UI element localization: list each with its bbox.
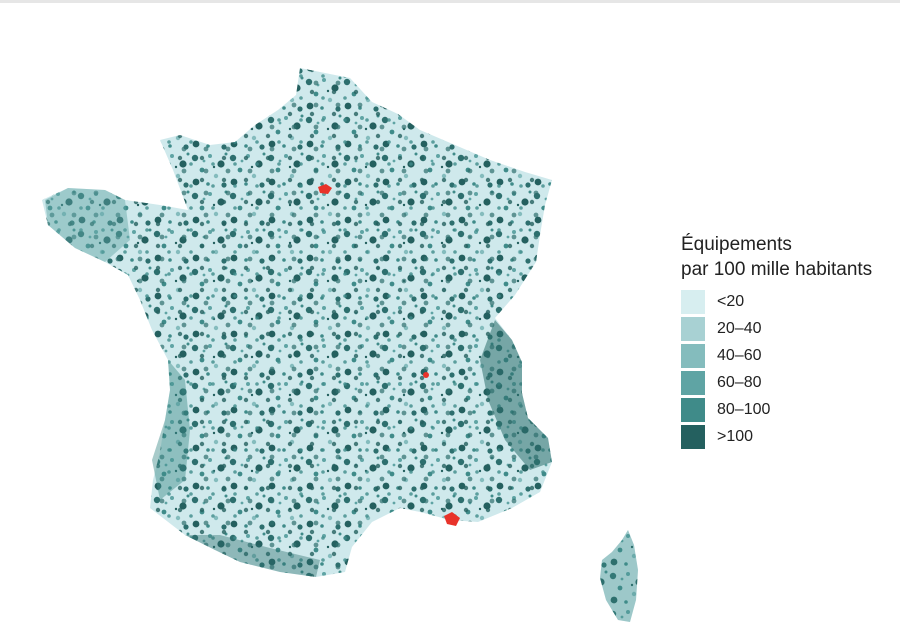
legend-label: 80–100 xyxy=(717,400,771,418)
legend-item: 20–40 xyxy=(681,315,900,342)
legend-swatch xyxy=(681,316,705,341)
legend-swatch xyxy=(681,397,705,422)
legend-label: 20–40 xyxy=(717,319,762,337)
legend-label: 40–60 xyxy=(717,346,762,364)
legend-title-line1: Équipements xyxy=(681,234,792,255)
legend-swatch xyxy=(681,289,705,314)
lyon-highlight xyxy=(423,372,429,378)
corsica-shape xyxy=(600,530,638,622)
brittany-region xyxy=(45,188,130,262)
legend-swatch xyxy=(681,370,705,395)
legend-title-line2: par 100 mille habitants xyxy=(681,259,873,280)
legend-item: >100 xyxy=(681,423,900,450)
legend-label: >100 xyxy=(717,427,754,445)
marseille-highlight xyxy=(444,512,460,526)
legend-item: <20 xyxy=(681,288,900,315)
pyrenees-region xyxy=(185,535,320,577)
legend-label: 60–80 xyxy=(717,373,762,391)
legend-items: <20 20–40 40–60 60–80 80–100 >100 xyxy=(681,288,900,450)
legend-item: 40–60 xyxy=(681,342,900,369)
legend-label: <20 xyxy=(717,292,745,310)
legend-item: 60–80 xyxy=(681,369,900,396)
legend-swatch xyxy=(681,343,705,368)
legend: Équipements par 100 mille habitants <20 … xyxy=(681,232,900,450)
southwest-coast-region xyxy=(152,360,190,500)
paris-highlight xyxy=(318,184,332,194)
legend-item: 80–100 xyxy=(681,396,900,423)
corsica-overlay xyxy=(600,530,638,622)
legend-swatch xyxy=(681,424,705,449)
top-border xyxy=(0,0,900,3)
alps-dense-region xyxy=(480,320,552,470)
mainland-texture-overlay xyxy=(42,68,552,577)
